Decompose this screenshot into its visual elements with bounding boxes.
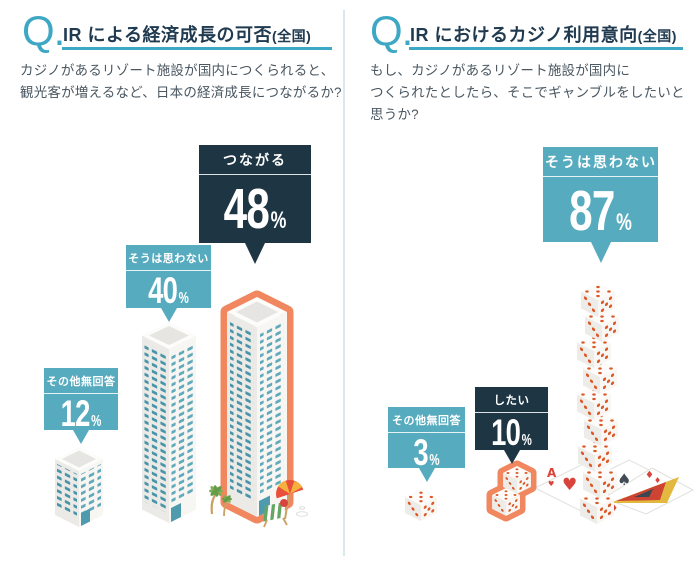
callout-label: その他無回答 xyxy=(44,368,118,394)
diamond-suit-icon: ♦ xyxy=(610,504,618,514)
desc-line: カジノがあるリゾート施設が国内につくられると、 xyxy=(20,63,335,78)
callout-value: 12 xyxy=(60,393,91,434)
title-underline xyxy=(409,47,683,50)
desc-line: 観光客が増えるなど、日本の経済成長につながるか? xyxy=(20,85,342,100)
panel-divider xyxy=(343,10,345,556)
callout-label: そうは思わない xyxy=(126,245,211,271)
building-disagree-40pct xyxy=(142,322,196,523)
callout-pointer xyxy=(590,242,611,263)
callout-unit: % xyxy=(429,452,440,469)
callout-label: したい xyxy=(475,387,548,413)
buildings-chart xyxy=(55,290,308,528)
building-agree-48pct-highlighted xyxy=(220,290,294,524)
beach-umbrella-icon xyxy=(276,480,304,520)
callout-unit: % xyxy=(91,413,102,430)
desc-line: つくられたとしたら、そこでギャンブルをしたいと xyxy=(370,85,685,100)
beach-chair-icon xyxy=(263,499,288,528)
callout-value: 3 xyxy=(413,432,428,473)
callout-value: 40 xyxy=(148,270,178,311)
panel-title-suffix: (全国) xyxy=(637,28,677,44)
panel-casino-intent: Q. IR におけるカジノ利用意向(全国) もし、カジノがあるリゾート施設が国内… xyxy=(348,0,696,569)
callout-unit: % xyxy=(616,209,632,236)
callout-label: そうは思わない xyxy=(543,147,658,177)
die-other-3pct xyxy=(405,489,437,521)
callout-pointer xyxy=(418,468,435,482)
heart-suit-icon: ♥ xyxy=(562,475,577,495)
panel-economic-growth: Q. IR による経済成長の可否(全国) カジノがあるリゾート施設が国内につくら… xyxy=(20,7,342,528)
panel-title: IR による経済成長の可否(全国) xyxy=(63,21,311,47)
callout-label: つながる xyxy=(199,145,311,175)
callout-value: 10 xyxy=(491,412,521,453)
panel-title-text: IR におけるカジノ利用意向 xyxy=(410,25,638,45)
callout-disagree-87: そうは思わない 87% xyxy=(543,147,658,263)
callout-pointer xyxy=(160,308,177,322)
q-mark: Q. xyxy=(22,7,65,54)
callout-unit: % xyxy=(178,290,189,307)
panel-title: IR におけるカジノ利用意向(全国) xyxy=(410,21,677,47)
side-table-icon xyxy=(296,506,308,517)
ace-rank-label: A xyxy=(547,466,557,480)
callout-label: その他無回答 xyxy=(388,407,465,433)
callout-pointer xyxy=(245,243,265,264)
dice-stack-disagree-87pct xyxy=(577,283,619,524)
callout-value: 48 xyxy=(223,177,270,241)
king-card-art: ♦ ♦ ♦ xyxy=(610,470,679,514)
q-mark: Q. xyxy=(370,7,413,54)
building-other-12pct xyxy=(55,447,103,527)
callout-unit: % xyxy=(521,432,532,449)
callout-pointer xyxy=(73,430,89,444)
diamond-suit-icon: ♦ xyxy=(645,470,654,481)
panel-title-text: IR による経済成長の可否 xyxy=(63,25,272,45)
callout-unit: % xyxy=(270,207,287,234)
callout-other-3: その他無回答 3% xyxy=(388,407,465,482)
callout-tsunagaru-48: つながる 48% xyxy=(199,145,311,264)
dice-want-10pct-highlighted xyxy=(486,460,537,522)
desc-line: 思うか? xyxy=(370,107,419,122)
heart-suit-icon: ♥ xyxy=(548,480,554,488)
diamond-suit-icon: ♦ xyxy=(654,476,661,485)
callout-want-10: したい 10% xyxy=(475,387,548,464)
callout-disagree-40: そうは思わない 40% xyxy=(126,245,211,322)
spade-suit-icon: ♠ xyxy=(617,470,631,489)
callout-pointer xyxy=(503,450,520,464)
question-description: カジノがあるリゾート施設が国内につくられると、 観光客が増えるなど、日本の経済成… xyxy=(20,60,342,104)
panel-title-suffix: (全国) xyxy=(271,28,312,44)
desc-line: もし、カジノがあるリゾート施設が国内に xyxy=(370,63,631,78)
callout-value: 87 xyxy=(569,179,615,243)
callout-other-12: その他無回答 12% xyxy=(44,368,118,444)
title-underline xyxy=(62,47,332,50)
dice-chart: A ♥ ♥ ♠ ♦ ♦ ♦ xyxy=(405,283,695,524)
question-description: もし、カジノがあるリゾート施設が国内に つくられたとしたら、そこでギャンブルをし… xyxy=(370,60,685,126)
palm-trees-icon xyxy=(209,485,232,517)
